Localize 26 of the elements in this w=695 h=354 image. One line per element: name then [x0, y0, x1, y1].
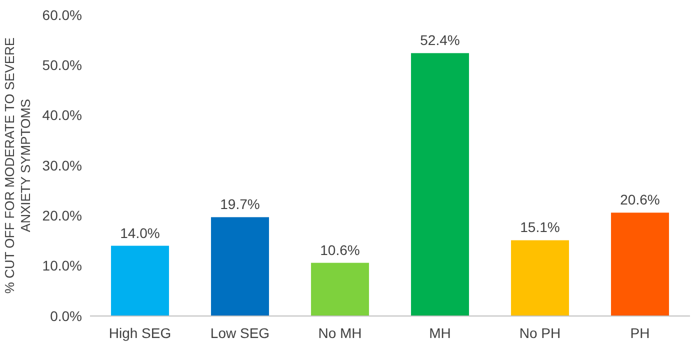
- data-label: 14.0%: [120, 224, 160, 241]
- y-tick-label: 60.0%: [42, 6, 82, 23]
- y-tick-label: 20.0%: [42, 208, 82, 224]
- x-tick-label: No MH: [318, 325, 362, 341]
- y-axis-title: % CUT OFF FOR MODERATE TO SEVERE ANXIETY SYMPTOMS: [2, 37, 33, 294]
- x-tick-label: Low SEG: [210, 325, 270, 341]
- bar: [311, 262, 369, 316]
- y-tick-label: 40.0%: [42, 107, 82, 124]
- x-tick-label: PH: [630, 325, 650, 341]
- x-tick-label: MH: [429, 325, 451, 341]
- y-tick-label: 0.0%: [50, 308, 82, 324]
- data-label: 15.1%: [520, 219, 560, 236]
- y-tick-label: 30.0%: [42, 157, 82, 174]
- bar: [211, 217, 269, 316]
- data-label: 10.6%: [320, 242, 360, 258]
- x-tick-label: High SEG: [108, 325, 172, 341]
- bar: [611, 212, 669, 316]
- bar: [511, 240, 569, 316]
- y-tick-label: 10.0%: [42, 258, 82, 274]
- x-tick-label: No PH: [519, 325, 561, 341]
- y-tick-label: 50.0%: [42, 57, 82, 74]
- data-label: 20.6%: [620, 192, 660, 208]
- data-label: 52.4%: [420, 32, 460, 48]
- bar: [411, 53, 469, 316]
- data-label: 19.7%: [220, 196, 260, 212]
- bar: [111, 246, 169, 316]
